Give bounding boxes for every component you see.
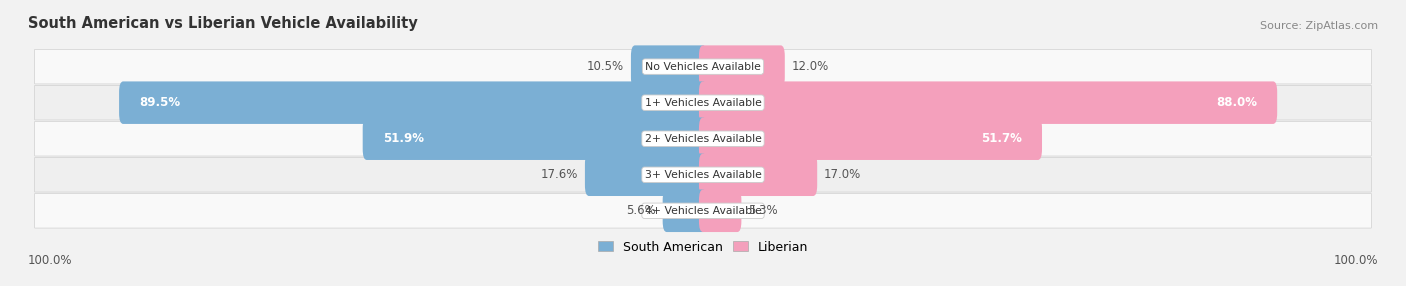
Legend: South American, Liberian: South American, Liberian [593,236,813,259]
FancyBboxPatch shape [585,154,707,196]
Text: 5.6%: 5.6% [626,204,657,217]
Text: 100.0%: 100.0% [28,254,73,267]
FancyBboxPatch shape [35,49,1371,84]
Text: 4+ Vehicles Available: 4+ Vehicles Available [644,206,762,216]
FancyBboxPatch shape [35,86,1371,120]
FancyBboxPatch shape [35,122,1371,156]
FancyBboxPatch shape [699,45,785,88]
Text: No Vehicles Available: No Vehicles Available [645,62,761,72]
FancyBboxPatch shape [35,194,1371,228]
FancyBboxPatch shape [699,82,1277,124]
Text: South American vs Liberian Vehicle Availability: South American vs Liberian Vehicle Avail… [28,16,418,31]
Text: 89.5%: 89.5% [139,96,180,109]
Text: 88.0%: 88.0% [1216,96,1257,109]
Text: 17.6%: 17.6% [541,168,578,181]
FancyBboxPatch shape [699,190,741,232]
FancyBboxPatch shape [120,82,707,124]
Text: 51.9%: 51.9% [382,132,425,145]
Text: 100.0%: 100.0% [1333,254,1378,267]
FancyBboxPatch shape [699,118,1042,160]
Text: 5.3%: 5.3% [748,204,778,217]
Text: 10.5%: 10.5% [588,60,624,73]
Text: 51.7%: 51.7% [981,132,1022,145]
Text: 17.0%: 17.0% [824,168,862,181]
Text: 2+ Vehicles Available: 2+ Vehicles Available [644,134,762,144]
Text: 3+ Vehicles Available: 3+ Vehicles Available [644,170,762,180]
FancyBboxPatch shape [631,45,707,88]
FancyBboxPatch shape [699,154,817,196]
Text: 12.0%: 12.0% [792,60,828,73]
FancyBboxPatch shape [662,190,707,232]
FancyBboxPatch shape [363,118,707,160]
Text: Source: ZipAtlas.com: Source: ZipAtlas.com [1260,21,1378,31]
FancyBboxPatch shape [35,158,1371,192]
Text: 1+ Vehicles Available: 1+ Vehicles Available [644,98,762,108]
